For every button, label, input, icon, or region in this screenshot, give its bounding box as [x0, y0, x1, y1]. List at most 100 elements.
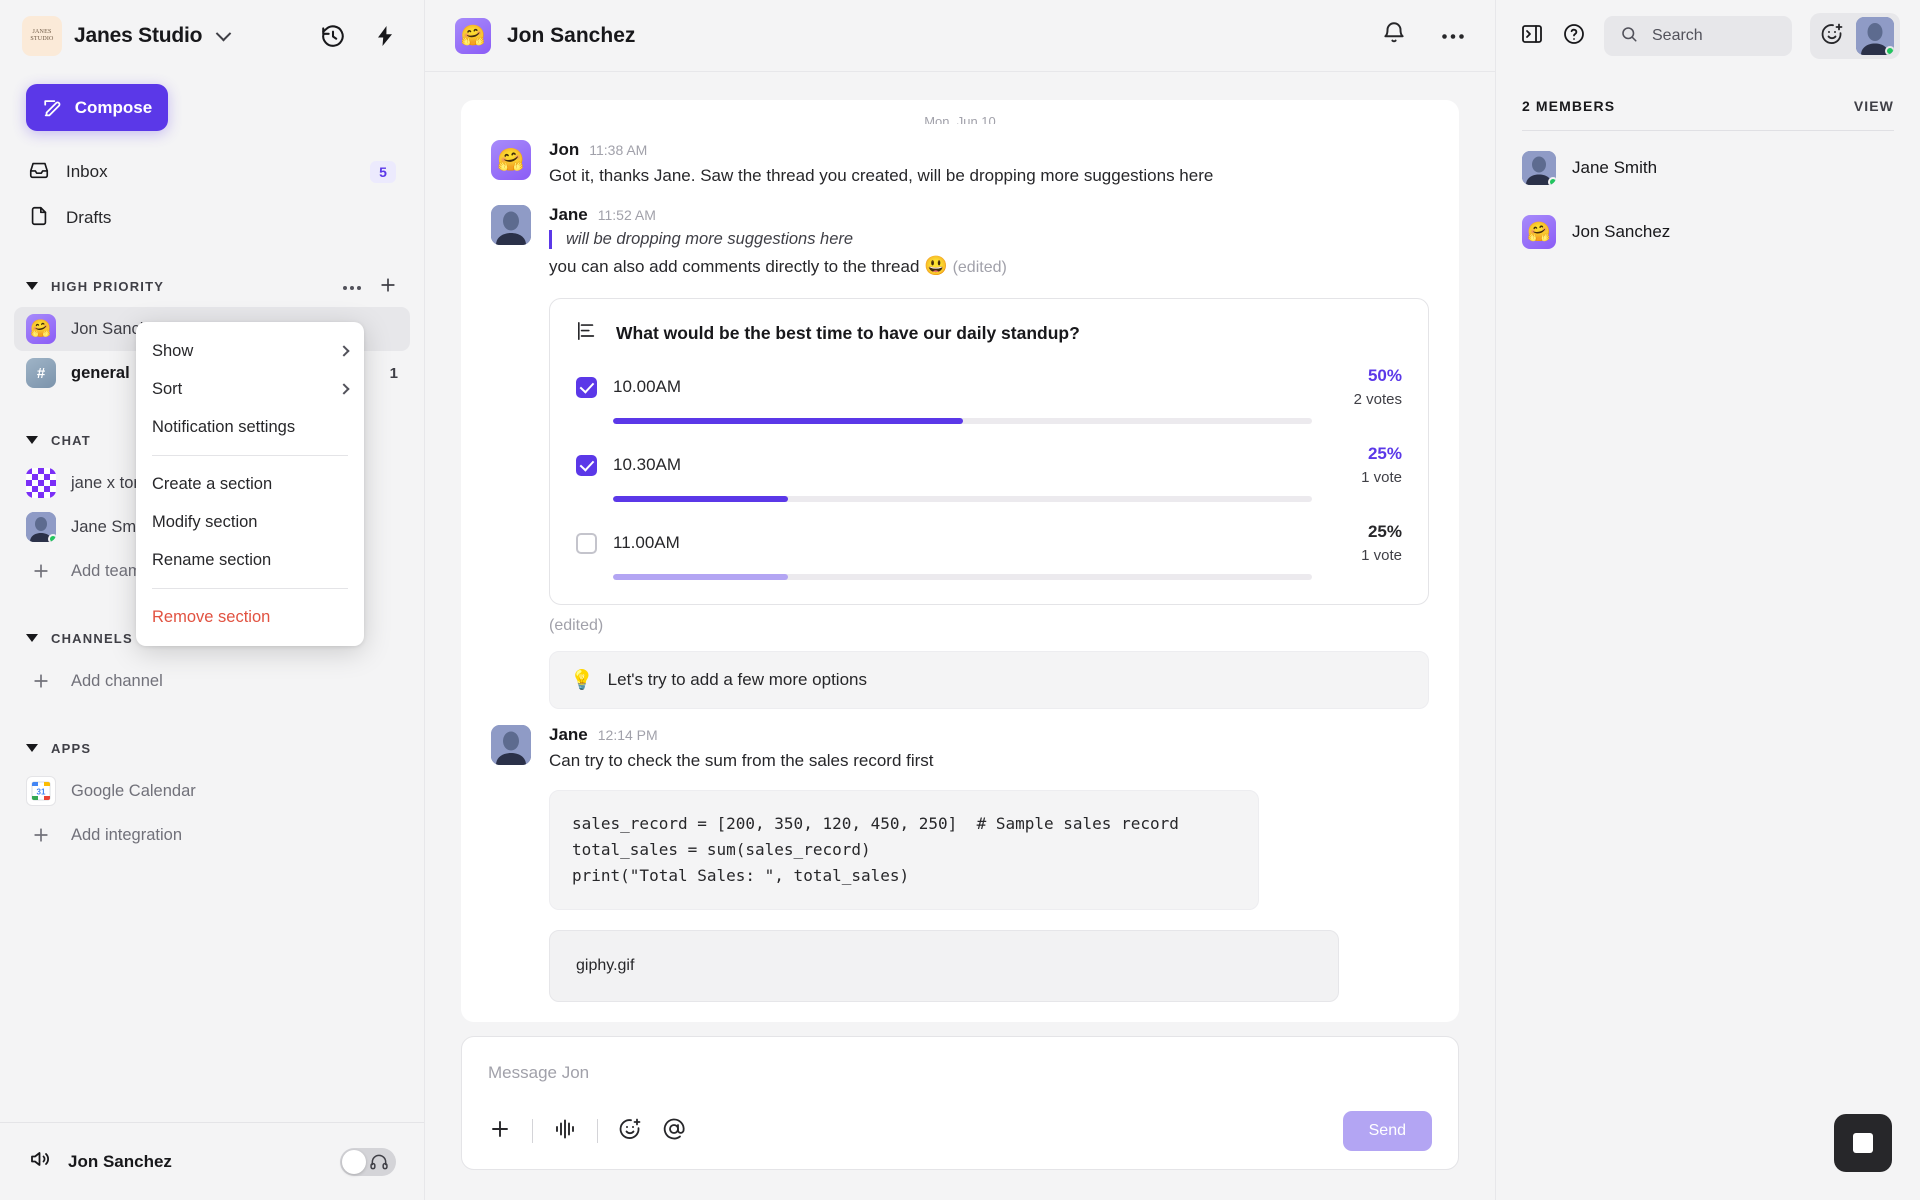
context-menu-item-sort[interactable]: Sort	[136, 370, 364, 408]
poll-option-bar-track	[613, 574, 1312, 581]
speaker-icon[interactable]	[28, 1147, 52, 1176]
context-menu-item-notification-settings[interactable]: Notification settings	[136, 408, 364, 446]
more-horizontal-icon[interactable]	[1441, 27, 1465, 45]
reaction-emoji: 😃	[924, 255, 948, 277]
view-members-button[interactable]: VIEW	[1853, 98, 1894, 114]
section-add-icon[interactable]	[378, 275, 398, 298]
message-author: Jane	[549, 725, 588, 745]
user-status-group	[1810, 13, 1900, 59]
quoted-text: will be dropping more suggestions here	[549, 229, 1429, 249]
jane-photo-avatar	[26, 512, 56, 542]
section-title: HIGH PRIORITY	[51, 278, 165, 294]
poll-option-label: 10.30AM	[613, 455, 682, 475]
context-menu-item-modify-section[interactable]: Modify section	[136, 503, 364, 541]
message-input[interactable]: Message Jon	[488, 1063, 590, 1082]
add-channel-button[interactable]: Add channel	[14, 659, 410, 703]
code-block: sales_record = [200, 350, 120, 450, 250]…	[549, 789, 1259, 910]
audio-wave-icon[interactable]	[553, 1117, 577, 1146]
add-channel-label: Add channel	[71, 671, 163, 690]
caret-down-icon[interactable]	[26, 282, 38, 290]
lightning-icon[interactable]	[370, 21, 400, 51]
attachment-giphy[interactable]: giphy.gif	[549, 929, 1339, 1002]
context-menu-item-create-a-section[interactable]: Create a section	[136, 465, 364, 503]
sidebar-item-drafts[interactable]: Drafts	[14, 195, 410, 241]
section-header-apps[interactable]: APPS	[14, 733, 410, 763]
poll-edited-label: (edited)	[549, 617, 604, 635]
poll-option-checkbox[interactable]	[576, 532, 597, 554]
svg-text:31: 31	[37, 788, 46, 797]
member-row[interactable]: 🤗 Jon Sanchez	[1522, 205, 1894, 259]
workspace-logo-text: JANES STUDIO	[30, 29, 54, 42]
poll-icon	[576, 321, 598, 346]
members-header: 2 MEMBERS VIEW	[1522, 98, 1894, 131]
add-integration-button[interactable]: Add integration	[14, 813, 410, 857]
send-button[interactable]: Send	[1342, 1111, 1432, 1151]
google-calendar-icon: 31	[26, 776, 56, 806]
sidebar-item-inbox[interactable]: Inbox 5	[14, 149, 410, 195]
mention-icon[interactable]	[662, 1117, 686, 1146]
poll-option: 10.30AM 25% 1 vote	[576, 444, 1402, 503]
context-menu-item-remove-section[interactable]: Remove section	[136, 598, 364, 636]
history-icon[interactable]	[318, 21, 348, 51]
search-input[interactable]: Search	[1604, 16, 1792, 56]
message-item: Jane 11:52 AM will be dropping more sugg…	[491, 204, 1429, 710]
poll-question-row: What would be the best time to have our …	[576, 321, 1402, 346]
poll-option-label: 11.00AM	[613, 533, 680, 553]
caret-down-icon[interactable]	[26, 634, 38, 642]
search-icon	[1620, 25, 1638, 48]
tip-banner: 💡 Let's try to add a few more options	[549, 651, 1429, 710]
sidebar-item-google-calendar[interactable]: 31 Google Calendar	[14, 769, 410, 813]
poll-option-percent: 25%	[1367, 522, 1402, 542]
poll-option: 11.00AM 25% 1 vote	[576, 522, 1402, 581]
compose-button[interactable]: Compose	[26, 84, 168, 131]
chevron-right-icon	[338, 383, 350, 395]
page-title: Jon Sanchez	[507, 23, 636, 47]
chevron-down-icon[interactable]	[216, 25, 232, 41]
context-menu-label: Sort	[152, 379, 183, 398]
sidebar-footer: Jon Sanchez	[0, 1122, 424, 1200]
emoji-plus-icon[interactable]	[618, 1117, 642, 1146]
hash-icon: #	[26, 358, 56, 388]
section-header-channels[interactable]: CHANNELS	[14, 623, 410, 653]
section-header-chat[interactable]: CHAT	[14, 425, 410, 455]
compose-label: Compose	[74, 97, 153, 117]
caret-down-icon[interactable]	[26, 744, 38, 752]
message-scroll-area[interactable]: Mon, Jun 10 🤗 Jon 11:38 AM Got it, thank…	[425, 72, 1495, 1022]
context-menu-label: Remove section	[152, 607, 271, 626]
poll-option-checkbox[interactable]	[576, 454, 597, 476]
chevron-right-icon	[338, 345, 350, 357]
context-menu-item-show[interactable]: Show	[136, 332, 364, 370]
members-count-label: 2 MEMBERS	[1522, 98, 1616, 114]
attachment-filename: giphy.gif	[576, 956, 635, 974]
message-text: Got it, thanks Jane. Saw the thread you …	[549, 166, 1214, 185]
message-text: you can also add comments directly to th…	[549, 256, 920, 276]
poll-option-checkbox[interactable]	[576, 376, 597, 398]
avatar[interactable]	[1856, 17, 1894, 55]
context-menu-item-rename-section[interactable]: Rename section	[136, 541, 364, 579]
sidebar-item-jane-x-tom[interactable]: jane x tom	[14, 461, 410, 505]
stop-square-icon	[1853, 1133, 1873, 1153]
section-header-high-priority[interactable]: HIGH PRIORITY	[14, 271, 410, 301]
main-panel: 🤗 Jon Sanchez Mon, Jun 10 🤗	[425, 0, 1495, 1200]
help-circle-icon[interactable]	[1562, 22, 1586, 51]
poll-option-percent: 25%	[1367, 444, 1402, 464]
panel-collapse-icon[interactable]	[1520, 22, 1544, 51]
search-placeholder: Search	[1652, 27, 1703, 44]
jane-photo-avatar	[491, 725, 531, 766]
sidebar-item-general[interactable]: # general 1	[14, 351, 410, 395]
poll-option: 10.00AM 50% 2 votes	[576, 366, 1402, 425]
poll-option-votes: 2 votes	[1353, 391, 1402, 409]
floating-stop-button[interactable]	[1834, 1114, 1892, 1172]
sidebar-item-jane-smith[interactable]: Jane Smith	[14, 505, 410, 549]
toolbar-divider	[532, 1119, 533, 1143]
plus-icon[interactable]	[488, 1117, 512, 1146]
headphones-toggle[interactable]	[340, 1147, 396, 1176]
section-more-icon[interactable]	[342, 279, 362, 294]
caret-down-icon[interactable]	[26, 436, 38, 444]
context-menu-label: Modify section	[152, 512, 258, 531]
bell-icon[interactable]	[1381, 20, 1407, 51]
message-composer[interactable]: Message Jon	[461, 1036, 1459, 1170]
member-row[interactable]: Jane Smith	[1522, 141, 1894, 195]
emoji-status-icon[interactable]	[1820, 22, 1844, 51]
sidebar-item-label: jane x tom	[71, 473, 148, 492]
